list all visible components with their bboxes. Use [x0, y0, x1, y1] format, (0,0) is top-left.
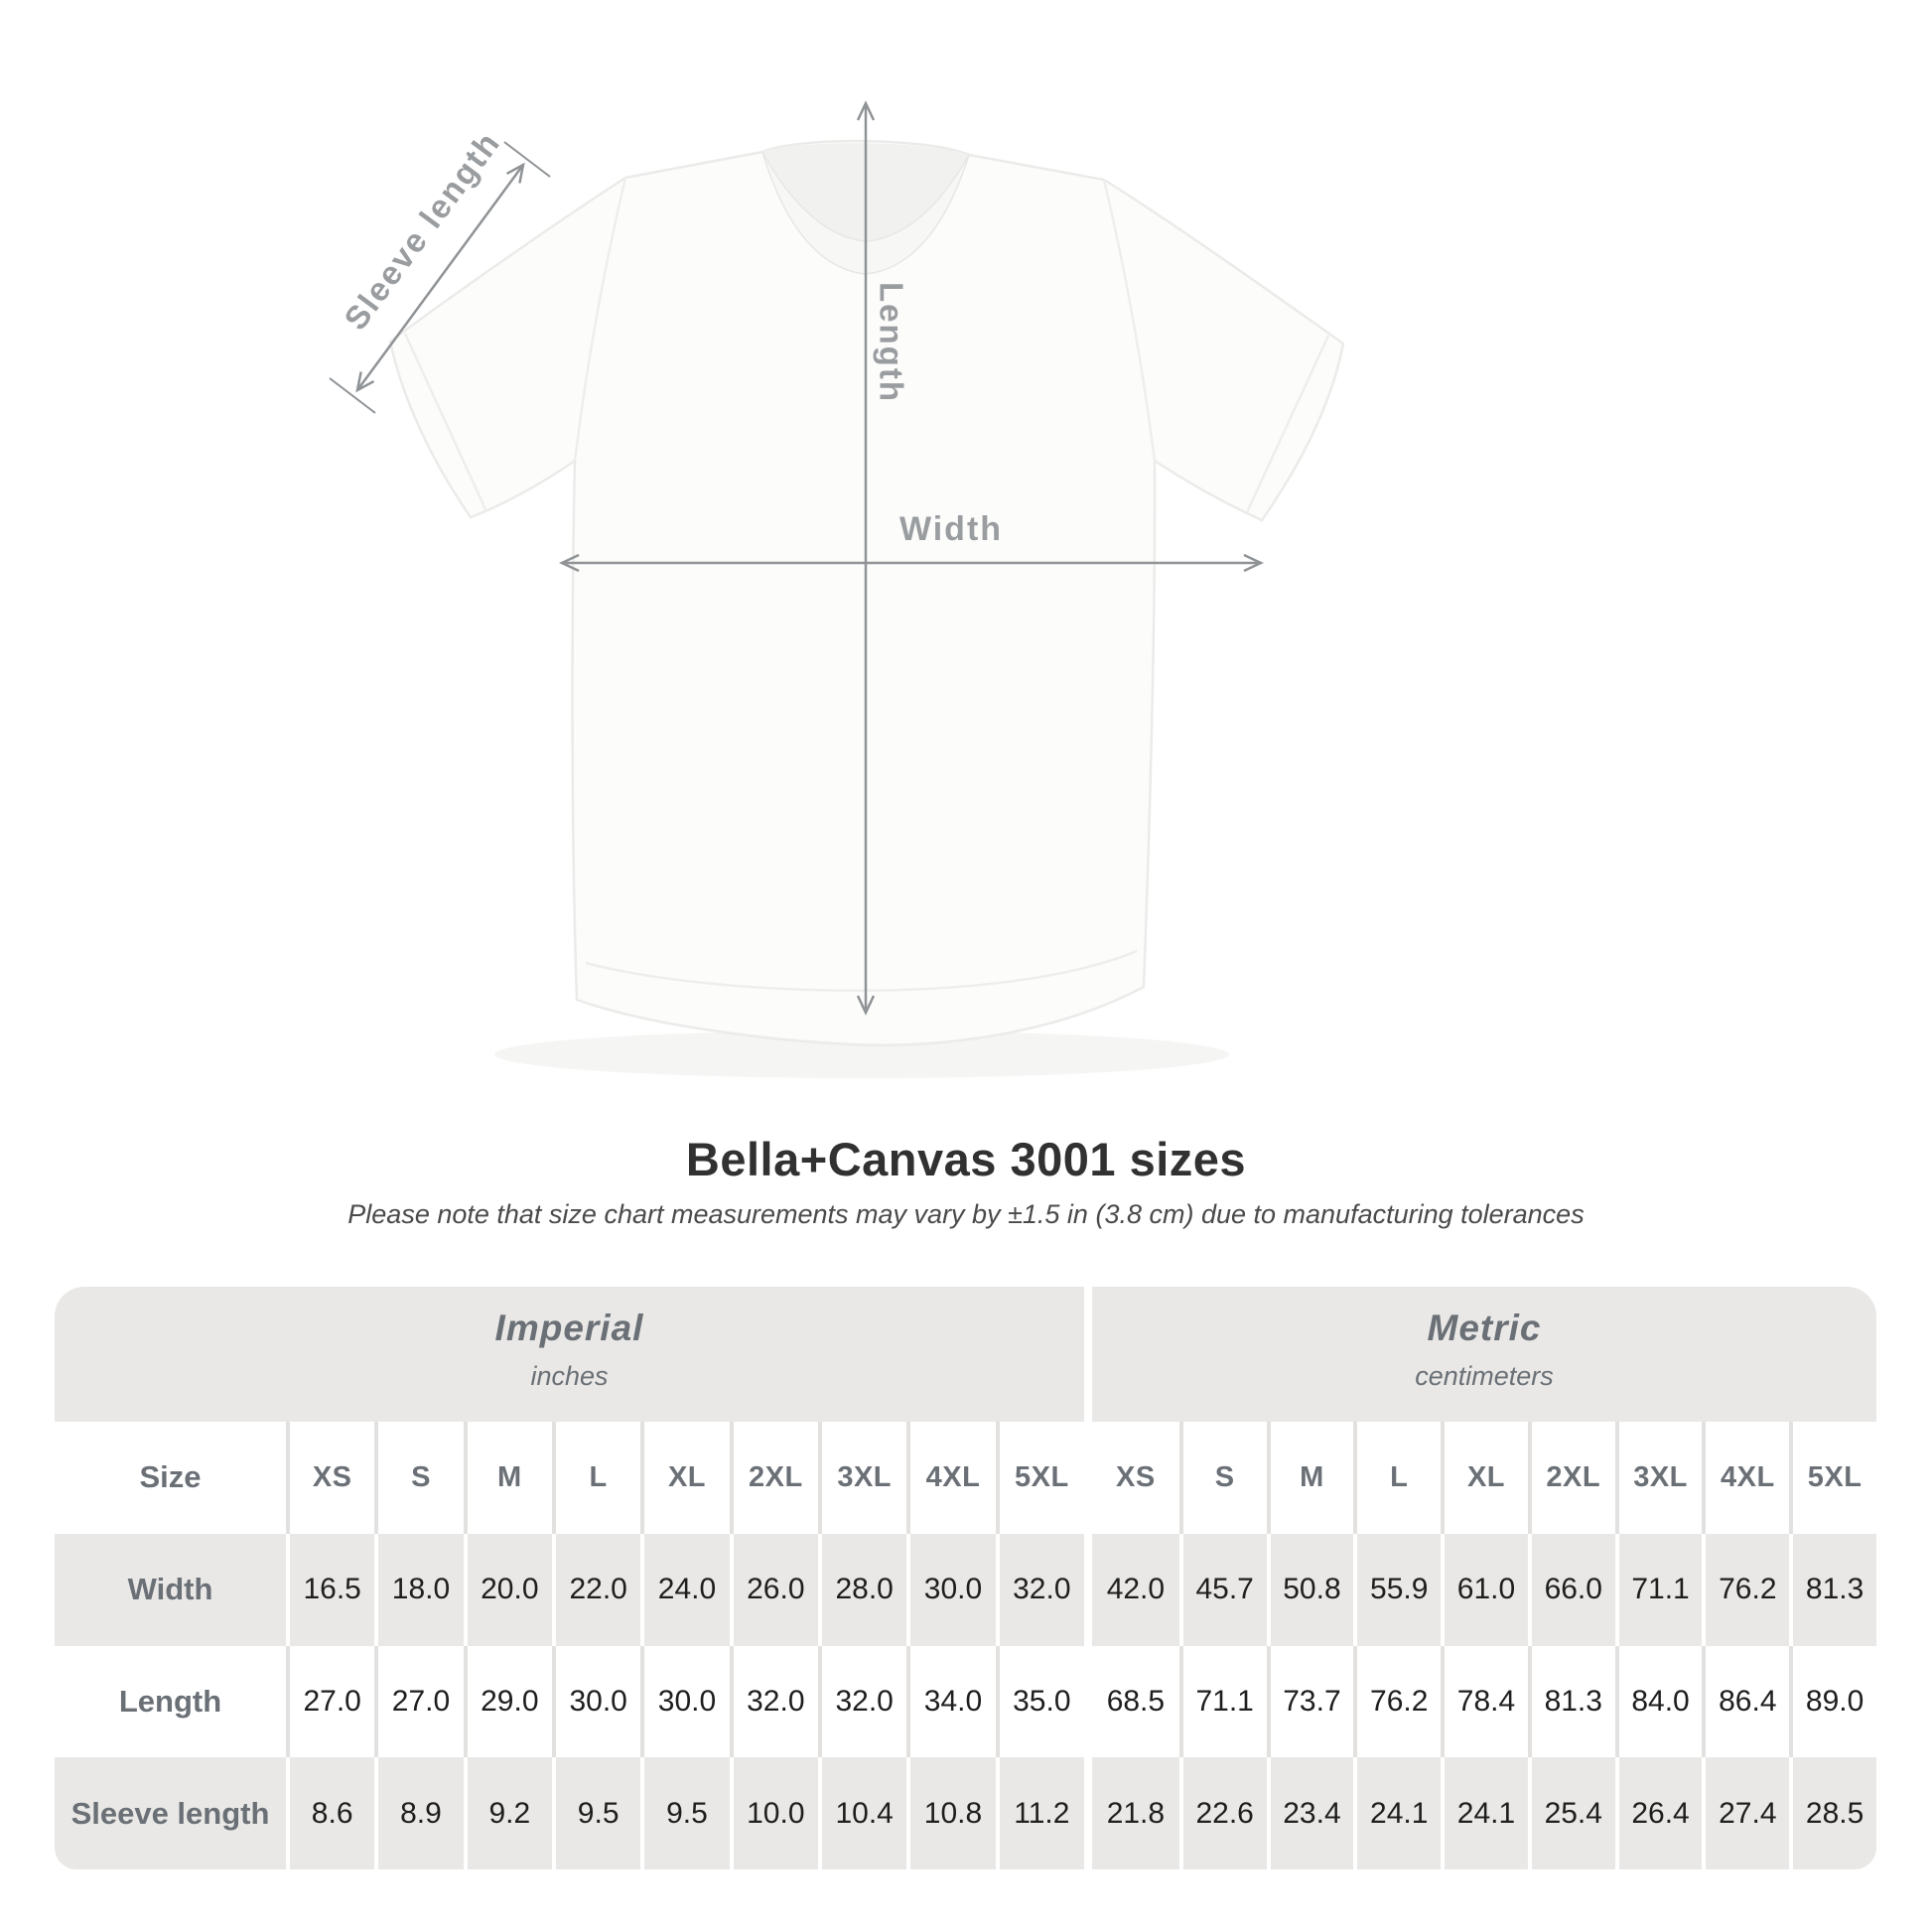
length-label: Length	[874, 282, 910, 403]
size-col-header: 2XL	[729, 1422, 818, 1534]
imperial-block: Imperial inches Size XS S M L XL 2XL 3XL…	[55, 1287, 1084, 1869]
value-cell: 84.0	[1614, 1645, 1703, 1758]
value-cell: 76.2	[1353, 1645, 1442, 1758]
unit-group-title: Metric	[1427, 1307, 1542, 1348]
size-col-header: XL	[640, 1422, 730, 1534]
size-col-header: M	[1266, 1422, 1354, 1534]
size-col-header: XL	[1441, 1422, 1528, 1534]
value-cell: 24.1	[1441, 1757, 1528, 1869]
size-col-header: 4XL	[1702, 1422, 1790, 1534]
sleeve-length-tick-upper	[503, 141, 551, 178]
size-col-header: 4XL	[906, 1422, 996, 1534]
value-cell: 20.0	[463, 1533, 552, 1646]
metric-header: Metric centimeters	[1092, 1287, 1876, 1422]
value-cell: 9.2	[463, 1757, 552, 1869]
value-cell: 32.0	[818, 1645, 907, 1758]
value-cell: 26.0	[729, 1533, 818, 1646]
value-cell: 8.9	[374, 1757, 464, 1869]
value-cell: 24.0	[640, 1533, 730, 1646]
size-col-header: L	[552, 1422, 641, 1534]
value-cell: 66.0	[1527, 1533, 1615, 1646]
value-cell: 25.4	[1527, 1757, 1615, 1869]
size-col-header: 5XL	[1789, 1422, 1876, 1534]
value-cell: 10.4	[818, 1757, 907, 1869]
value-cell: 22.6	[1178, 1757, 1267, 1869]
size-col-header: L	[1353, 1422, 1442, 1534]
row-label-sleeve-length: Sleeve length	[55, 1757, 286, 1869]
value-cell: 22.0	[552, 1533, 641, 1646]
size-col-header: XS	[1092, 1422, 1179, 1534]
size-col-header: 3XL	[1614, 1422, 1703, 1534]
size-col-header: S	[1178, 1422, 1267, 1534]
value-cell: 9.5	[552, 1757, 641, 1869]
collar-band	[761, 151, 970, 275]
value-cell: 86.4	[1702, 1645, 1790, 1758]
value-cell: 30.0	[552, 1645, 641, 1758]
value-cell: 76.2	[1702, 1533, 1790, 1646]
value-cell: 42.0	[1092, 1533, 1179, 1646]
value-cell: 30.0	[640, 1645, 730, 1758]
value-cell: 24.1	[1353, 1757, 1442, 1869]
value-cell: 89.0	[1789, 1645, 1876, 1758]
unit-group-subtitle: centimeters	[1415, 1360, 1554, 1391]
row-label-width: Width	[55, 1533, 286, 1646]
value-cell: 55.9	[1353, 1533, 1442, 1646]
value-cell: 18.0	[374, 1533, 464, 1646]
value-cell: 32.0	[995, 1533, 1084, 1646]
value-cell: 10.0	[729, 1757, 818, 1869]
value-cell: 26.4	[1614, 1757, 1703, 1869]
tolerance-note: Please note that size chart measurements…	[347, 1199, 1585, 1229]
value-cell: 16.5	[286, 1533, 375, 1646]
shirt-shadow	[494, 1031, 1229, 1078]
size-col-header: S	[374, 1422, 464, 1534]
value-cell: 10.8	[906, 1757, 996, 1869]
value-cell: 11.2	[995, 1757, 1084, 1869]
page-title: Bella+Canvas 3001 sizes	[685, 1133, 1247, 1185]
value-cell: 27.0	[374, 1645, 464, 1758]
row-label-length: Length	[55, 1645, 286, 1758]
size-table: Imperial inches Size XS S M L XL 2XL 3XL…	[55, 1287, 1876, 1869]
size-col-header: 3XL	[818, 1422, 907, 1534]
metric-block: Metric centimeters XS S M L XL 2XL 3XL 4…	[1092, 1287, 1876, 1869]
width-label: Width	[899, 510, 1003, 548]
value-cell: 27.4	[1702, 1757, 1790, 1869]
value-cell: 21.8	[1092, 1757, 1179, 1869]
value-cell: 71.1	[1178, 1645, 1267, 1758]
value-cell: 28.5	[1789, 1757, 1876, 1869]
value-cell: 35.0	[995, 1645, 1084, 1758]
unit-group-subtitle: inches	[530, 1360, 609, 1391]
unit-group-title: Imperial	[494, 1307, 644, 1348]
tshirt-measurement-diagram: Sleeve length Length Width	[329, 100, 1345, 1078]
value-cell: 28.0	[818, 1533, 907, 1646]
value-cell: 9.5	[640, 1757, 730, 1869]
value-cell: 34.0	[906, 1645, 996, 1758]
value-cell: 45.7	[1178, 1533, 1267, 1646]
size-row-label: Size	[55, 1422, 286, 1534]
size-col-header: 2XL	[1527, 1422, 1615, 1534]
value-cell: 61.0	[1441, 1533, 1528, 1646]
size-col-header: M	[463, 1422, 552, 1534]
value-cell: 50.8	[1266, 1533, 1354, 1646]
value-cell: 27.0	[286, 1645, 375, 1758]
value-cell: 68.5	[1092, 1645, 1179, 1758]
value-cell: 32.0	[729, 1645, 818, 1758]
size-col-header: XS	[286, 1422, 375, 1534]
size-col-header: 5XL	[995, 1422, 1084, 1534]
sleeve-length-arrow	[355, 162, 525, 393]
value-cell: 81.3	[1789, 1533, 1876, 1646]
value-cell: 23.4	[1266, 1757, 1354, 1869]
imperial-header: Imperial inches	[55, 1287, 1084, 1422]
value-cell: 30.0	[906, 1533, 996, 1646]
sleeve-length-tick-lower	[329, 377, 376, 414]
value-cell: 8.6	[286, 1757, 375, 1869]
value-cell: 29.0	[463, 1645, 552, 1758]
value-cell: 81.3	[1527, 1645, 1615, 1758]
value-cell: 78.4	[1441, 1645, 1528, 1758]
value-cell: 71.1	[1614, 1533, 1703, 1646]
value-cell: 73.7	[1266, 1645, 1354, 1758]
